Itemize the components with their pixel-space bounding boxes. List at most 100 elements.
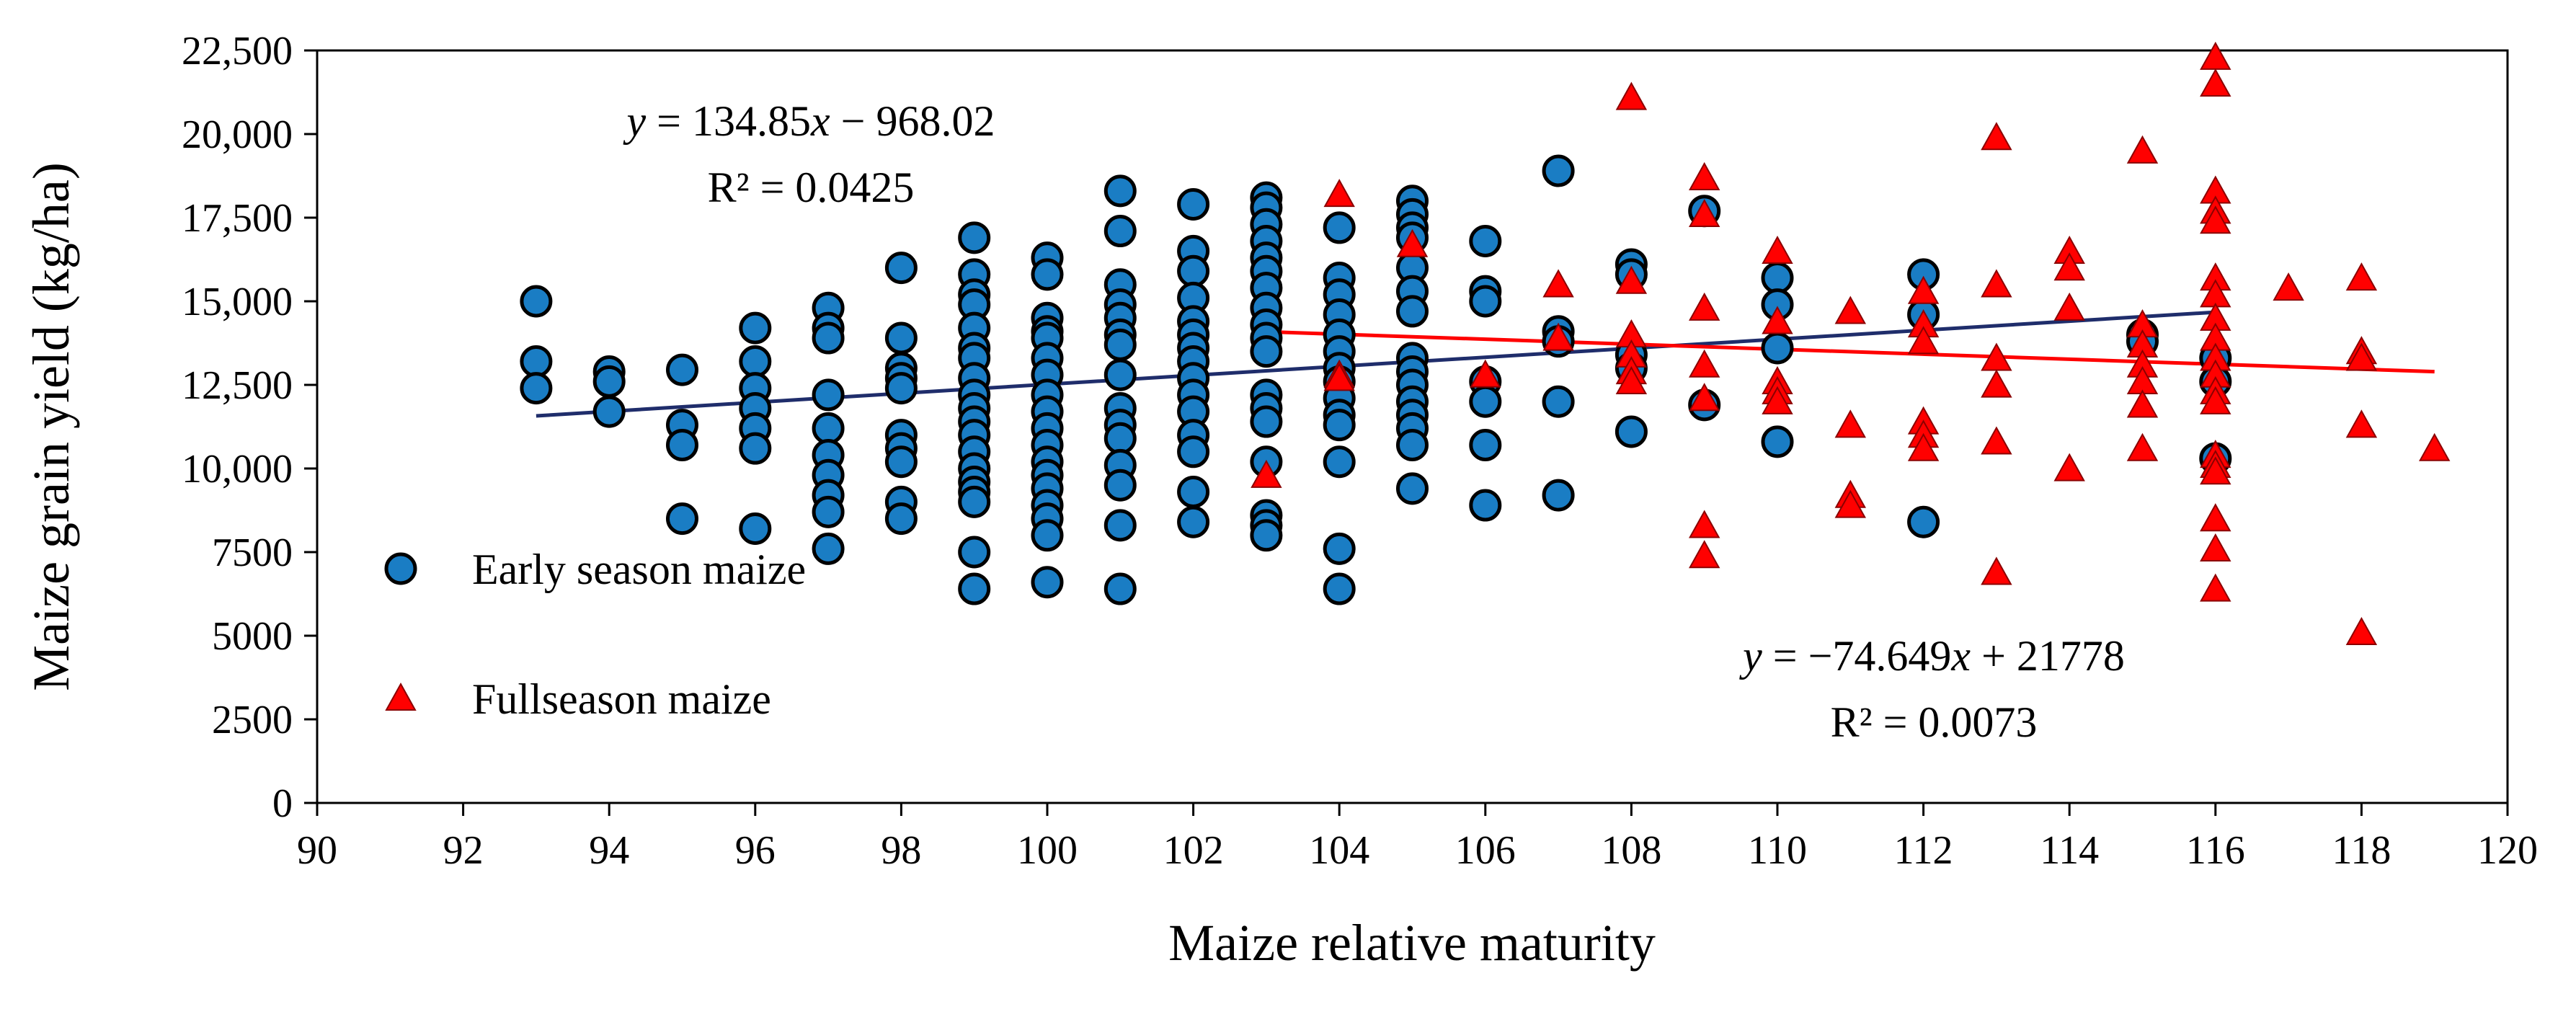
full-point	[2345, 262, 2378, 291]
early-point	[1103, 328, 1137, 361]
early-point	[1031, 258, 1064, 291]
y-tick-label: 0	[272, 781, 293, 826]
full-point	[1689, 292, 1720, 321]
early-point	[884, 502, 918, 536]
early-point	[812, 321, 845, 355]
full-point	[2273, 272, 2304, 301]
full-point	[1834, 409, 1866, 438]
early-point	[666, 353, 698, 386]
early-point	[1103, 422, 1137, 455]
x-tick-label: 102	[1163, 828, 1224, 873]
early-point	[520, 345, 553, 378]
x-tick-label: 108	[1601, 828, 1661, 873]
early-point	[1542, 479, 1575, 512]
early-point	[958, 536, 991, 569]
x-tick-label: 110	[1748, 828, 1807, 873]
early-point	[1469, 285, 1502, 318]
early-point	[1250, 335, 1283, 368]
full-trend-r2: R² = 0.0073	[1831, 698, 2038, 746]
x-tick-label: 112	[1894, 828, 1953, 873]
early-point	[1542, 154, 1575, 187]
x-tick-label: 92	[443, 828, 484, 873]
full-point	[1907, 432, 1940, 461]
early-point	[1396, 295, 1429, 328]
full-point	[1907, 275, 1940, 304]
early-point	[1396, 472, 1429, 505]
early-point	[666, 429, 698, 462]
early-point	[1323, 572, 1356, 605]
early-point	[1761, 332, 1794, 365]
early-point	[1177, 187, 1210, 221]
full-point	[2345, 616, 2378, 645]
legend: Early season maize Fullseason maize	[384, 546, 806, 723]
early-point	[1469, 385, 1502, 418]
y-axis: 0 2500 5000 7500 10,000 12,500 15,000 17,500 20,…	[182, 29, 319, 826]
full-trendline	[1266, 329, 2435, 374]
legend-early-label: Early season maize	[472, 546, 806, 593]
full-point	[1689, 349, 1720, 378]
full-point	[1251, 459, 1282, 488]
full-point	[2200, 456, 2231, 485]
early-point	[884, 321, 918, 355]
early-season-points	[520, 154, 2232, 605]
early-point	[1031, 566, 1064, 599]
early-point	[1250, 405, 1283, 438]
eq-early-rhs1: = 134.85	[646, 97, 811, 145]
early-point	[812, 495, 845, 528]
early-point	[1177, 505, 1210, 538]
early-point	[1907, 505, 1940, 538]
early-point	[1250, 519, 1283, 552]
full-point	[1762, 235, 1793, 265]
early-point	[666, 502, 698, 536]
y-tick-label: 15,000	[182, 280, 293, 324]
full-point	[1615, 365, 1648, 394]
early-point	[1469, 429, 1502, 462]
x-axis: 90 92 94 96 98 100 102 104 106 108 110 112 114 116 118…	[297, 801, 2538, 873]
full-point	[1542, 322, 1574, 351]
eq-early-x: x	[810, 97, 830, 145]
full-point	[1615, 265, 1648, 294]
x-tick-label: 106	[1455, 828, 1516, 873]
full-point	[2419, 432, 2451, 461]
eq-early-y: y	[623, 97, 647, 145]
early-point	[1103, 358, 1137, 391]
y-tick-label: 22,500	[182, 29, 293, 74]
full-trend-equation: y = −74.649x + 21778	[1738, 632, 2125, 680]
early-point	[884, 372, 918, 405]
eq-early-rhs2: − 968.02	[830, 97, 995, 145]
eq-full-x: x	[1950, 632, 1971, 680]
early-point	[592, 365, 626, 398]
early-point	[1031, 519, 1064, 552]
x-tick-label: 114	[2040, 828, 2099, 873]
x-tick-label: 120	[2477, 828, 2538, 873]
early-point	[958, 485, 991, 518]
early-point	[739, 432, 772, 465]
y-tick-label: 12,500	[182, 363, 293, 408]
early-point	[1761, 425, 1794, 458]
early-point	[1103, 215, 1137, 248]
full-point	[2053, 292, 2085, 321]
full-point	[1542, 269, 1574, 298]
early-point	[1103, 509, 1137, 542]
full-point	[1689, 198, 1720, 227]
full-point	[1981, 426, 2012, 455]
full-point	[1981, 269, 2012, 298]
x-tick-label: 90	[297, 828, 337, 873]
early-point	[520, 372, 553, 405]
early-point	[1542, 385, 1575, 418]
fullseason-points	[1251, 41, 2451, 645]
y-tick-label: 5000	[212, 614, 293, 659]
full-point	[2200, 68, 2231, 97]
y-tick-label: 10,000	[182, 447, 293, 492]
full-point	[1689, 161, 1720, 190]
full-point	[1689, 383, 1720, 412]
early-trend-equation: y = 134.85x − 968.02	[623, 97, 995, 145]
early-point	[1323, 409, 1356, 442]
early-point	[1615, 415, 1648, 448]
y-tick-label: 17,500	[182, 196, 293, 241]
early-point	[1103, 572, 1137, 605]
full-point	[1981, 369, 2012, 398]
early-point	[812, 532, 845, 565]
early-point	[1761, 262, 1794, 295]
